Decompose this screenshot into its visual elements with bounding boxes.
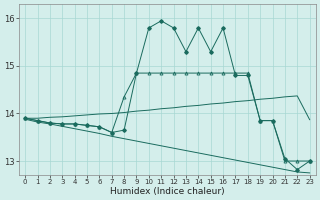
X-axis label: Humidex (Indice chaleur): Humidex (Indice chaleur): [110, 187, 225, 196]
